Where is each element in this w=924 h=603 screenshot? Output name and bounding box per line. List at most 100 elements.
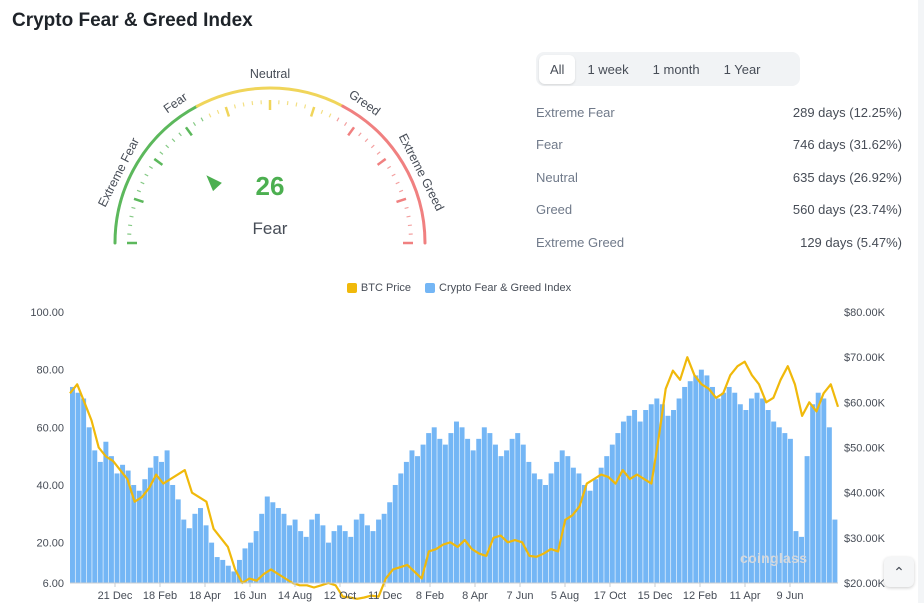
tab-1-week[interactable]: 1 week [587, 61, 629, 77]
gauge-tick [407, 224, 412, 227]
fgi-bar [287, 525, 293, 583]
fgi-bar [86, 427, 92, 583]
gauge-tick [376, 157, 387, 166]
page-edge [918, 0, 924, 603]
fgi-bar [799, 536, 805, 583]
gauge-tick [286, 101, 289, 106]
fgi-bar [125, 470, 131, 583]
fgi-bar [181, 519, 187, 583]
fgi-bar [793, 531, 799, 583]
fgi-bar [598, 467, 604, 583]
fgi-bar [281, 513, 287, 583]
fgi-bar [114, 473, 120, 583]
gauge-tick [347, 126, 356, 137]
fgi-bar [537, 479, 543, 583]
fgi-bar [476, 438, 482, 583]
x-tick-label: 15 Dec [638, 590, 673, 602]
fgi-bar [454, 421, 459, 583]
gauge-tick [391, 173, 396, 177]
fgi-bar [498, 456, 504, 583]
fgi-bar [659, 404, 665, 583]
fgi-bar [481, 427, 487, 583]
fgi-bar [253, 531, 259, 583]
stat-row-neutral: Neutral 635 days (26.92%) [536, 161, 902, 194]
fgi-bar [337, 525, 343, 583]
gauge-tick [136, 189, 141, 193]
fgi-bar [376, 519, 382, 583]
gauge-tick [358, 132, 362, 137]
gauge-tick [406, 215, 411, 218]
fgi-bar [643, 410, 649, 583]
fgi-bar [726, 386, 732, 583]
fgi-bar [309, 519, 315, 583]
y-left-tick-label: 40.00 [36, 480, 64, 492]
fgi-bar [359, 513, 365, 583]
fgi-bar [782, 433, 788, 583]
legend-item-fgi[interactable]: Crypto Fear & Greed Index [425, 282, 571, 294]
x-tick-label: 7 Jun [507, 590, 534, 602]
fgi-bar [559, 450, 565, 583]
gauge-tick [233, 104, 237, 109]
gauge-tick [364, 138, 369, 143]
fgi-bar [264, 496, 270, 583]
fgi-bar [626, 415, 632, 583]
fgi-bar [426, 433, 432, 583]
fgi-bar [632, 410, 638, 583]
x-tick-label: 8 Apr [462, 590, 488, 602]
fgi-bar [587, 490, 593, 583]
fgi-bar [142, 479, 148, 583]
fgi-bar [392, 484, 398, 583]
fgi-bar [504, 450, 510, 583]
y-right-tick-label: $40.00K [844, 488, 886, 500]
fgi-bar [648, 404, 654, 583]
y-left-tick-label: 20.00 [36, 538, 64, 550]
x-tick-label: 11 Dec [368, 590, 403, 602]
stat-row-fear: Fear 746 days (31.62%) [536, 129, 902, 162]
fgi-bar [225, 565, 231, 583]
fgi-bar [175, 499, 181, 583]
scroll-to-top-button[interactable]: ⌃ [884, 557, 914, 587]
legend-item-btc[interactable]: BTC Price [346, 282, 411, 294]
gauge-tick [376, 151, 381, 155]
gauge-tick [140, 181, 145, 185]
legend-swatch-btc [346, 283, 357, 293]
fgi-bar [320, 525, 326, 583]
sentiment-stats: Extreme Fear 289 days (12.25%) Fear 746 … [536, 96, 902, 259]
gauge-needle-icon [206, 175, 222, 192]
fgi-bar [698, 369, 704, 583]
fgi-bar [387, 502, 393, 583]
gauge-arc-fear [113, 104, 199, 245]
fgi-bar [593, 479, 599, 583]
fgi-bar [760, 398, 766, 583]
gauge-tick [192, 121, 197, 126]
tab-1-year[interactable]: 1 Year [723, 61, 761, 77]
fgi-bar [170, 484, 176, 583]
gauge-tick [396, 197, 407, 204]
legend-label-fgi: Crypto Fear & Greed Index [439, 282, 572, 294]
tab-all[interactable]: All [539, 54, 576, 84]
y-right-tick-label: $70.00K [844, 352, 886, 364]
fgi-bar [75, 392, 81, 583]
tab-1-month[interactable]: 1 month [652, 61, 700, 77]
fgi-bar [270, 502, 276, 583]
fgi-bar [570, 467, 576, 583]
fgi-bar [671, 410, 677, 583]
fgi-bar [136, 490, 142, 583]
fgi-bar [754, 392, 760, 583]
stat-label: Extreme Greed [536, 234, 625, 250]
fgi-bar [370, 531, 376, 583]
x-tick-label: 12 Oct [324, 590, 356, 602]
gauge-tick [200, 117, 204, 122]
gauge-tick [153, 157, 164, 166]
fgi-bar [492, 444, 498, 583]
fgi-bar [164, 450, 170, 583]
stat-label: Greed [536, 202, 573, 218]
fgi-bar [353, 519, 359, 583]
gauge-tick [184, 126, 193, 137]
fgi-bar [509, 438, 515, 583]
gauge-tick [208, 113, 212, 118]
fgi-bar [776, 427, 782, 583]
fgi-bar [620, 421, 626, 583]
y-right-tick-label: $30.00K [844, 533, 886, 545]
